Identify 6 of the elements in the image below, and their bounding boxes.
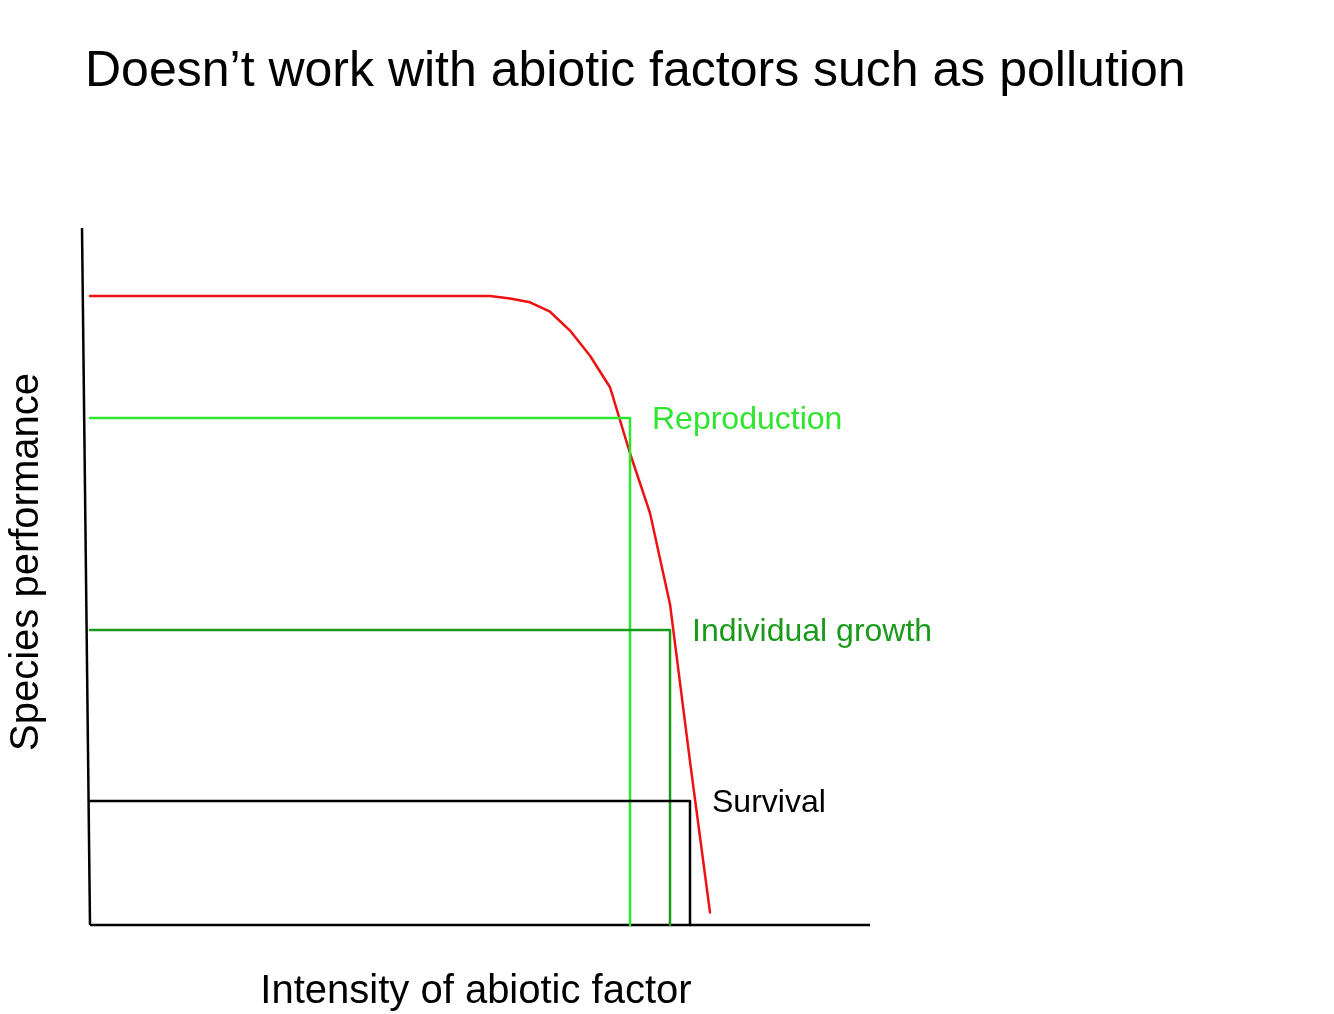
x-axis-title: Intensity of abiotic factor: [260, 967, 692, 1011]
y-axis-title: Species performance: [2, 373, 46, 751]
series-label: Survival: [712, 783, 826, 820]
series-label: Individual growth: [692, 612, 933, 648]
series-label: Reproduction: [652, 400, 843, 437]
chart-title: Doesn’t work with abiotic factors such as pollution: [85, 41, 1186, 97]
